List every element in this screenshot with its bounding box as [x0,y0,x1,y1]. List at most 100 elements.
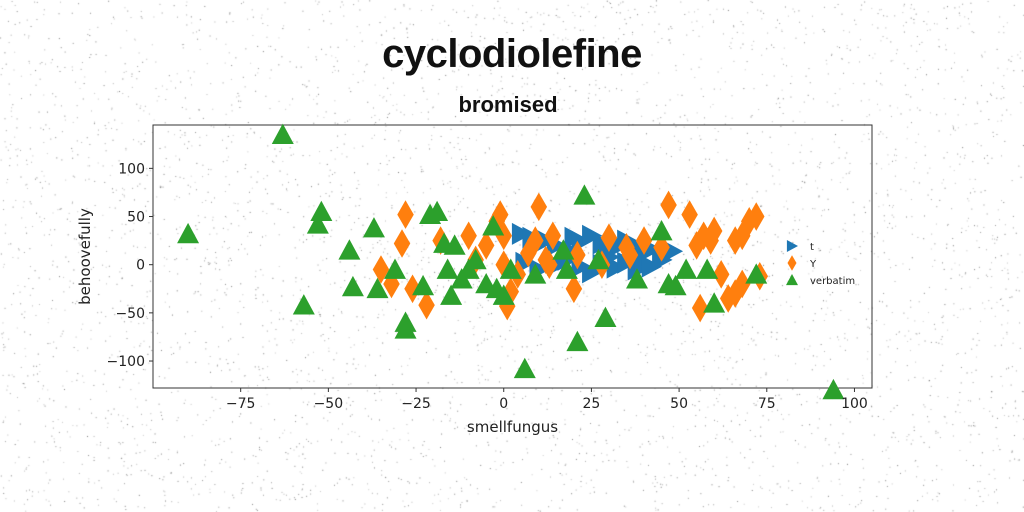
data-point [511,222,533,245]
data-point [594,306,617,328]
data-point [394,318,417,339]
y-axis-ticks: −100 −50 0 50 100 [107,161,153,370]
data-point [691,293,709,323]
data-point [600,223,618,253]
data-point [502,277,519,306]
data-point [566,330,589,352]
data-point [418,290,435,320]
chart-subtitle: bromised [458,92,558,117]
data-point [555,258,578,279]
legend-label: Y [809,259,817,270]
data-point [440,284,463,305]
data-point [436,258,459,279]
data-point [492,284,515,305]
data-point [426,200,449,222]
x-axis-label: smellfungus [467,418,558,436]
data-point [338,239,361,260]
data-point [822,378,845,400]
data-point [541,250,558,279]
data-point [705,216,723,246]
y-tick-label: −50 [115,306,145,322]
data-point [383,269,400,299]
data-point [552,239,575,260]
data-point [499,258,522,279]
data-point [177,222,200,244]
x-tick-label: 25 [583,396,601,412]
data-point [464,248,487,270]
data-point [482,215,505,236]
data-point [372,255,390,284]
chart-title: cyclodiolefine [382,32,642,76]
x-tick-label: −25 [401,396,431,412]
y-tick-label: −100 [107,354,145,370]
data-point [621,240,639,270]
data-point [703,292,726,313]
data-point [306,213,329,234]
x-tick-label: 50 [670,396,688,412]
data-point [606,256,627,279]
data-marks [177,123,845,400]
legend-marker [786,274,798,286]
data-point [362,217,385,238]
data-point [653,233,670,262]
y-axis-label: behoovefully [76,208,94,305]
data-point [664,274,687,296]
y-tick-label: 50 [127,210,145,226]
data-point [530,192,548,222]
data-point [513,357,536,379]
plot-frame [152,124,873,389]
data-point [271,123,294,144]
data-point [524,263,547,284]
legend-label: verbatim [810,276,855,287]
data-point [404,274,421,304]
data-point [341,275,364,297]
data-point [527,226,544,255]
data-point [412,274,435,296]
data-point [520,238,537,268]
y-tick-label: 0 [136,258,145,274]
data-point [582,261,603,284]
y-tick-label: 100 [118,161,145,177]
data-point [477,231,495,260]
data-point [748,202,765,231]
x-tick-label: 100 [841,396,868,412]
x-axis-ticks: −75 −50 −25 0 25 50 75 100 [226,388,868,412]
data-point [696,258,719,279]
data-point [536,229,557,252]
data-point [726,226,744,255]
x-tick-label: 75 [758,396,776,412]
data-point [650,219,673,241]
data-point [660,190,677,220]
data-point [460,221,477,251]
x-tick-label: −75 [226,396,256,412]
data-point [712,260,730,289]
data-point [740,207,758,236]
data-point [745,263,768,284]
data-point [384,258,407,279]
data-point [635,226,653,255]
data-point [733,221,751,251]
data-point [702,226,719,255]
data-point [443,234,466,255]
data-point [733,269,751,299]
legend-marker [786,240,798,252]
data-point [366,277,389,299]
data-point [573,184,596,205]
data-point [688,231,705,260]
data-point [582,224,603,247]
data-point [565,274,583,304]
data-point [397,200,414,229]
data-point [292,294,315,315]
legend-label: t [810,242,814,253]
x-tick-label: 0 [499,396,508,412]
plot-area-border [152,124,873,389]
data-point [681,200,698,229]
data-point [544,221,562,251]
data-point [587,248,610,270]
data-point [569,240,586,270]
data-point [310,200,333,222]
data-point [626,268,649,289]
